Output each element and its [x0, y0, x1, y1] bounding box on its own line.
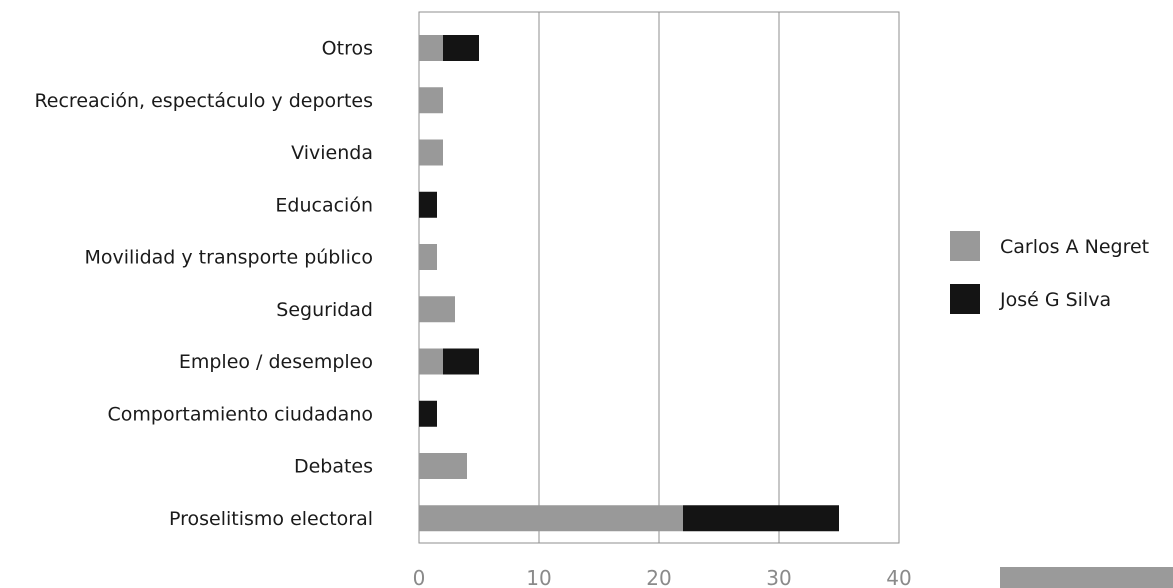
x-axis-tick-labels: 0 10 20 30 40 — [413, 566, 912, 588]
x-tick-label: 40 — [886, 566, 911, 588]
bar-segment — [419, 453, 467, 479]
bar-segment — [419, 191, 437, 218]
bar-segment — [419, 348, 443, 375]
bar-segment — [419, 139, 443, 166]
bars — [419, 35, 839, 532]
grid — [418, 11, 900, 544]
category-label: Comportamiento ciudadano — [108, 403, 373, 425]
bar-segment — [419, 505, 683, 532]
category-label: Debates — [294, 456, 373, 478]
category-label: Otros — [322, 38, 373, 60]
category-label: Recreación, espectáculo y deportes — [34, 90, 373, 112]
corner-tab — [1000, 567, 1173, 588]
legend-swatch — [950, 231, 980, 261]
bar-segment — [443, 35, 479, 61]
legend-swatch — [950, 284, 980, 314]
bar-segment — [419, 35, 443, 61]
category-labels: Otros Recreación, espectáculo y deportes V… — [34, 38, 373, 530]
category-label: Educación — [275, 194, 373, 216]
legend-label: José G Silva — [999, 289, 1111, 311]
bar-segment — [419, 87, 443, 114]
category-label: Vivienda — [291, 142, 373, 164]
x-tick-label: 30 — [766, 566, 791, 588]
category-label: Empleo / desempleo — [179, 351, 373, 373]
bar-segment — [443, 348, 479, 375]
legend-label: Carlos A Negret — [1000, 236, 1149, 258]
bar-segment — [419, 244, 437, 270]
x-tick-label: 0 — [413, 566, 426, 588]
x-tick-label: 10 — [526, 566, 551, 588]
x-tick-label: 20 — [646, 566, 671, 588]
category-label: Seguridad — [276, 299, 373, 321]
bar-segment — [419, 296, 455, 323]
category-label: Proselitismo electoral — [169, 508, 373, 530]
legend: Carlos A Negret José G Silva — [950, 231, 1149, 314]
category-label: Movilidad y transporte público — [85, 247, 374, 269]
bar-segment — [419, 400, 437, 427]
bar-segment — [683, 505, 839, 532]
